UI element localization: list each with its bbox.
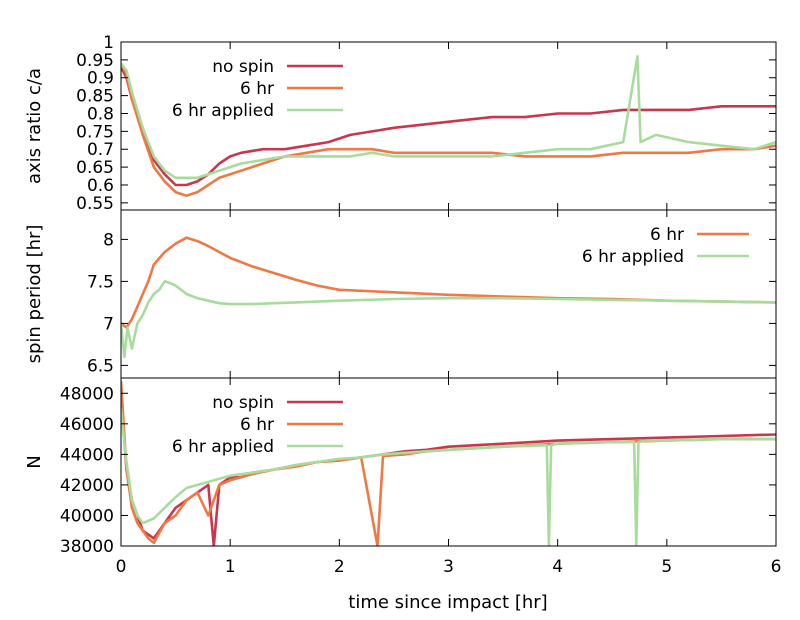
y-tick-label: 40000: [60, 506, 114, 526]
y-axis-label: N: [24, 455, 45, 468]
y-tick-label: 42000: [60, 476, 114, 496]
y-tick-label: 0.75: [76, 122, 114, 142]
x-tick-label: 5: [661, 557, 672, 577]
y-tick-label: 0.55: [76, 194, 114, 214]
y-tick-label: 0.85: [76, 87, 114, 107]
y-tick-label: 8: [103, 230, 114, 250]
series-line-no-spin: [121, 66, 776, 187]
y-tick-label: 0.65: [76, 158, 114, 178]
legend-label-6-hr: 6 hr: [650, 225, 684, 245]
y-tick-label: 0.8: [87, 104, 114, 124]
legend-label-no-spin: no spin: [212, 393, 274, 413]
x-tick-label: 1: [225, 557, 236, 577]
legend-label-6-hr-applied: 6 hr applied: [172, 101, 274, 121]
y-tick-label: 7: [103, 314, 114, 334]
y-tick-label: 46000: [60, 415, 114, 435]
x-tick-label: 3: [443, 557, 454, 577]
panel-particle-count: 38000 40000 42000 44000 46000 48000 0 1 2 3 4 5 6 Nno…: [24, 377, 782, 577]
series-line-6-hr-applied: [121, 280, 776, 359]
y-tick-label: 0.95: [76, 51, 114, 71]
y-tick-label: 0.9: [87, 69, 114, 89]
y-tick-label: 48000: [60, 384, 114, 404]
legend-label-6-hr: 6 hr: [240, 415, 274, 435]
y-tick-label: 6.5: [87, 356, 114, 376]
series-line-6-hr-applied: [121, 54, 776, 180]
legend-label-6-hr-applied: 6 hr applied: [172, 437, 274, 457]
x-axis-label: time since impact [hr]: [348, 592, 547, 613]
x-tick-label: 2: [334, 557, 345, 577]
x-tick-label: 6: [771, 557, 782, 577]
y-tick-label: 38000: [60, 537, 114, 557]
legend-label-6-hr: 6 hr: [240, 79, 274, 99]
series-line-6-hr: [121, 62, 776, 197]
legend-label-no-spin: no spin: [212, 57, 274, 77]
legend-label-6-hr-applied: 6 hr applied: [582, 247, 684, 267]
y-tick-label: 0.7: [87, 140, 114, 160]
panel-spin-period: 6.5 7 7.5 8 spin period [hr] 6 hr6 hr applied: [24, 209, 777, 379]
series-line-6-hr-applied: [121, 408, 776, 546]
x-tick-label: 4: [552, 557, 563, 577]
y-tick-label: 44000: [60, 445, 114, 465]
x-tick-label: 0: [116, 557, 127, 577]
panel-axis-ratio: 0.550.60.650.70.750.80.850.90.951 axis ra…: [24, 33, 777, 214]
y-tick-label: 1: [103, 33, 114, 53]
y-tick-label: 0.6: [87, 176, 114, 196]
y-tick-label: 7.5: [87, 272, 114, 292]
y-axis-label: axis ratio c/a: [24, 68, 45, 184]
y-axis-label: spin period [hr]: [24, 225, 45, 364]
